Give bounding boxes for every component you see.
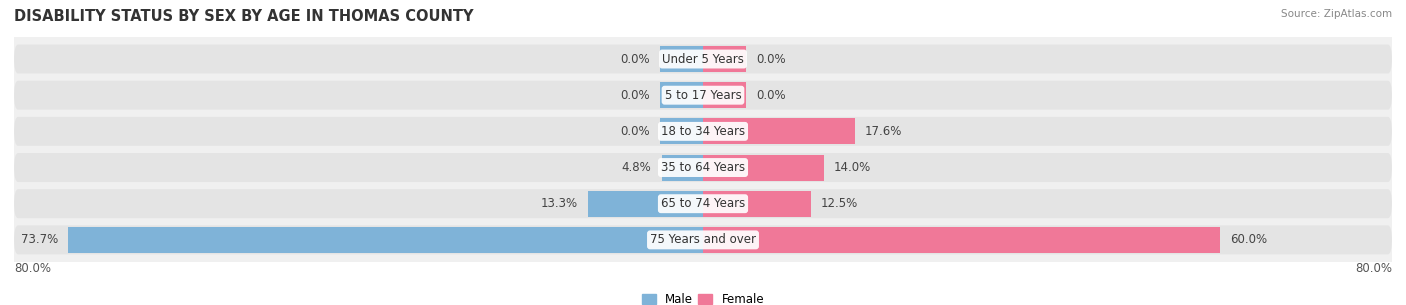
Bar xyxy=(69,227,703,253)
Text: 0.0%: 0.0% xyxy=(620,52,650,66)
FancyBboxPatch shape xyxy=(14,117,1392,146)
Bar xyxy=(659,118,703,144)
Bar xyxy=(659,46,703,72)
Bar xyxy=(703,227,1219,253)
Bar xyxy=(703,191,811,217)
Bar xyxy=(703,82,747,108)
Text: 0.0%: 0.0% xyxy=(756,89,786,102)
FancyBboxPatch shape xyxy=(14,153,1392,182)
Text: 14.0%: 14.0% xyxy=(834,161,872,174)
Text: 35 to 64 Years: 35 to 64 Years xyxy=(661,161,745,174)
FancyBboxPatch shape xyxy=(14,189,1392,218)
Bar xyxy=(662,155,703,181)
Bar xyxy=(589,191,703,217)
Text: 18 to 34 Years: 18 to 34 Years xyxy=(661,125,745,138)
Legend: Male, Female: Male, Female xyxy=(641,293,765,305)
Bar xyxy=(703,118,855,144)
Text: DISABILITY STATUS BY SEX BY AGE IN THOMAS COUNTY: DISABILITY STATUS BY SEX BY AGE IN THOMA… xyxy=(14,9,474,24)
Text: 65 to 74 Years: 65 to 74 Years xyxy=(661,197,745,210)
Text: 0.0%: 0.0% xyxy=(620,125,650,138)
Text: 80.0%: 80.0% xyxy=(1355,262,1392,275)
FancyBboxPatch shape xyxy=(14,81,1392,110)
Text: 80.0%: 80.0% xyxy=(14,262,51,275)
Text: Source: ZipAtlas.com: Source: ZipAtlas.com xyxy=(1281,9,1392,19)
Bar xyxy=(703,46,747,72)
FancyBboxPatch shape xyxy=(14,45,1392,74)
Text: 75 Years and over: 75 Years and over xyxy=(650,233,756,246)
Text: 73.7%: 73.7% xyxy=(21,233,58,246)
FancyBboxPatch shape xyxy=(14,225,1392,254)
Bar xyxy=(703,155,824,181)
Text: 17.6%: 17.6% xyxy=(865,125,903,138)
Text: 12.5%: 12.5% xyxy=(821,197,858,210)
Text: 5 to 17 Years: 5 to 17 Years xyxy=(665,89,741,102)
Text: 4.8%: 4.8% xyxy=(621,161,651,174)
Bar xyxy=(659,82,703,108)
Text: 0.0%: 0.0% xyxy=(620,89,650,102)
Text: 0.0%: 0.0% xyxy=(756,52,786,66)
Text: Under 5 Years: Under 5 Years xyxy=(662,52,744,66)
Text: 13.3%: 13.3% xyxy=(541,197,578,210)
Text: 60.0%: 60.0% xyxy=(1230,233,1267,246)
